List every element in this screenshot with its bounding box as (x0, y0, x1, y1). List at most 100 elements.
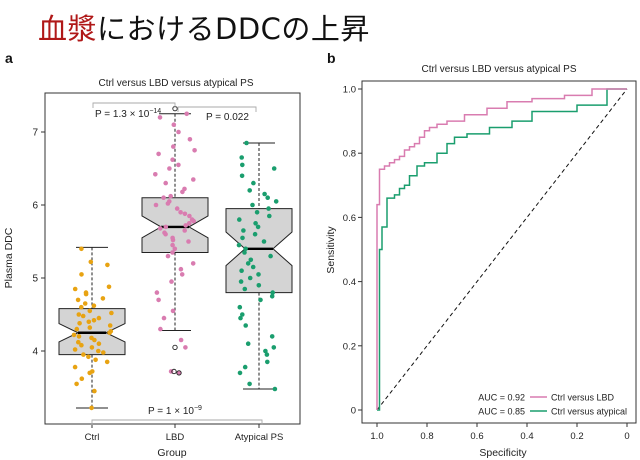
chart-a-point (96, 348, 101, 354)
chart-b-xtick-label: 0.2 (570, 431, 583, 442)
chart-a-point (157, 115, 163, 120)
chart-a-point (79, 246, 84, 252)
chart-b-reference-diagonal (376, 88, 628, 411)
chart-a-point (82, 301, 88, 306)
chart-a-point (187, 137, 193, 142)
chart-a-point (172, 246, 178, 252)
chart-a-point (77, 321, 82, 326)
chart-a-ytick-label: 7 (32, 128, 38, 139)
chart-a-point (239, 155, 244, 160)
chart-a-point (245, 261, 251, 266)
chart-a-point (170, 235, 175, 241)
chart-a-point (247, 381, 252, 387)
chart-a-point (183, 345, 188, 350)
chart-a-point (253, 221, 258, 226)
chart-a-point (165, 253, 171, 259)
chart-a-bracket-ctrl-lbd (92, 102, 176, 108)
chart-a-point (189, 217, 195, 222)
chart-a-point (174, 206, 180, 211)
chart-a-point (247, 275, 253, 281)
chart-a-point (161, 195, 166, 200)
chart-a-bracket-lbd-atyp (177, 106, 257, 112)
chart-b-frame (361, 80, 637, 424)
chart-a-point (240, 235, 245, 241)
chart-a-point (237, 370, 243, 376)
chart-a-point (238, 315, 243, 321)
chart-a-point (75, 297, 81, 303)
chart-a-point (79, 272, 84, 277)
chart-b-roc-line (377, 88, 627, 411)
chart-a-point (244, 140, 249, 146)
chart-a-point (162, 230, 167, 235)
chart-a-point (269, 294, 275, 299)
chart-a-point (93, 357, 98, 363)
chart-a-point (109, 310, 114, 316)
chart-a-outlier (176, 370, 182, 376)
chart-a-point (267, 213, 272, 219)
chart-a-point (243, 323, 248, 328)
chart-a-point (258, 297, 263, 303)
chart-a-point (89, 405, 94, 411)
chart-a-point (171, 122, 177, 127)
chart-a-point (89, 335, 94, 341)
chart-b-xtick-label: 0.8 (420, 431, 433, 442)
chart-a-point (263, 348, 268, 354)
chart-a-point (104, 359, 110, 365)
chart-a-point (92, 388, 97, 394)
chart-a-point (96, 315, 102, 321)
chart-a-point (89, 345, 95, 350)
chart-a-point (264, 352, 270, 357)
chart-b-ytick-label: 0.8 (343, 149, 356, 160)
chart-b-title: Ctrl versus LBD versus atypical PS (421, 64, 576, 75)
chart-a-point (255, 224, 261, 230)
chart-a-point (271, 345, 277, 350)
chart-a-point (192, 148, 197, 153)
chart-b-xlabel: Specificity (479, 447, 527, 459)
chart-b-xtick-label: 0.4 (520, 431, 533, 442)
chart-a-box (141, 197, 209, 253)
chart-b-ytick-label: 0.4 (343, 277, 356, 288)
chart-a-pvalue-ctrl-lbd: P = 1.3 × 10−14 (95, 108, 161, 120)
chart-a-outlier (172, 344, 178, 350)
chart-a-point (242, 286, 248, 292)
chart-a-point (273, 199, 279, 204)
chart-a-outlier (171, 368, 177, 375)
chart-a-xtick-label: LBD (166, 432, 185, 443)
chart-a-point (183, 223, 188, 228)
chart-a-ytick-label: 6 (32, 201, 38, 212)
chart-a-point (262, 191, 267, 197)
chart-a-point (76, 334, 82, 339)
chart-a-point (243, 246, 248, 252)
chart-a-point (238, 279, 244, 284)
chart-a-point (176, 129, 181, 135)
chart-a-point (190, 261, 196, 266)
chart-a-point (256, 283, 262, 288)
chart-a-point (108, 329, 114, 334)
chart-a-point (72, 347, 78, 352)
chart-a-point (107, 323, 113, 328)
panel-letter-a: a (5, 50, 13, 66)
chart-a-title: Ctrl versus LBD versus atypical PS (98, 78, 253, 89)
chart-a-point (86, 354, 91, 360)
chart-b-legend-auc: AUC = 0.85 (478, 407, 525, 417)
chart-a-point (182, 228, 187, 233)
chart-a-point (163, 180, 168, 186)
chart-a-point (239, 268, 244, 274)
chart-a-point (178, 210, 183, 215)
chart-a-point (170, 250, 175, 255)
chart-a-point (163, 224, 169, 230)
chart-a-point (178, 266, 184, 272)
chart-a-point (87, 308, 93, 314)
chart-a-point (265, 359, 270, 365)
chart-a-point (83, 290, 89, 295)
chart-a-point (153, 172, 158, 177)
chart-a-point (240, 162, 245, 168)
chart-a-point (239, 173, 245, 179)
chart-a-point (71, 332, 77, 338)
chart-a-point (76, 312, 82, 317)
chart-a-point (247, 188, 252, 193)
chart-a-point (170, 308, 176, 314)
chart-a-point (72, 364, 78, 370)
chart-a-point (191, 177, 196, 182)
chart-a-xlabel: Group (157, 447, 186, 459)
